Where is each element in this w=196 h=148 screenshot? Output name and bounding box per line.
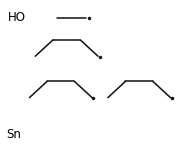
Text: Sn: Sn bbox=[6, 128, 21, 141]
Text: HO: HO bbox=[8, 11, 26, 24]
